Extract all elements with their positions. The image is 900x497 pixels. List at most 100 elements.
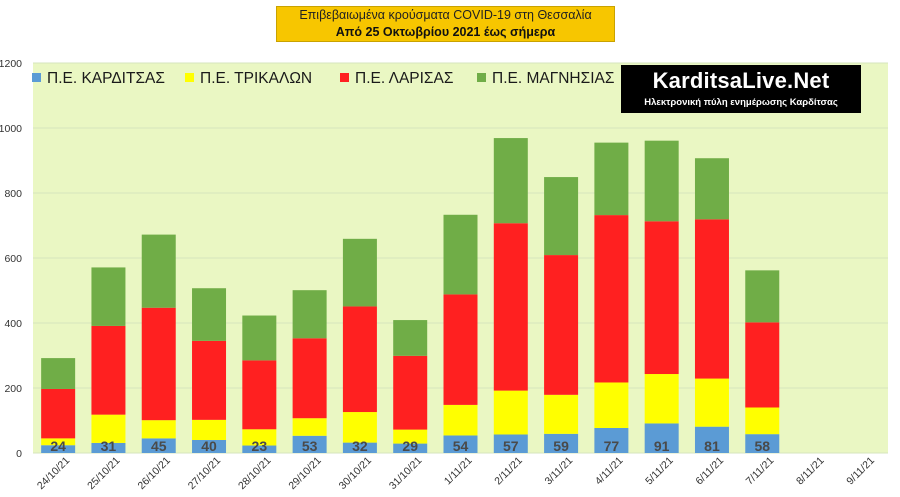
- data-label: 23: [252, 438, 268, 454]
- bar-segment: [694, 158, 729, 220]
- bar-segment: [192, 419, 227, 440]
- bar-segment: [644, 221, 679, 375]
- x-tick-label: 2/11/21: [492, 455, 525, 488]
- bar-segment: [393, 320, 428, 356]
- bar-segment: [443, 294, 478, 405]
- legend-label: Π.Ε. ΜΑΓΝΗΣΙΑΣ: [492, 70, 615, 87]
- data-labels: 24 31 45 40 23 53 32 29 54 57 59 77 91 81 58: [50, 438, 770, 454]
- data-label: 81: [704, 438, 720, 454]
- bar-segment: [443, 435, 478, 453]
- y-tick-label: 200: [4, 383, 22, 395]
- legend-swatch-icon: [32, 73, 41, 82]
- bar-segment: [41, 438, 76, 446]
- bar-segment: [694, 426, 729, 453]
- data-label: 24: [50, 438, 66, 454]
- logo-text: KarditsaLive.Net: [652, 68, 830, 93]
- data-label: 45: [151, 438, 167, 454]
- x-tick-label: 28/10/21: [236, 455, 273, 492]
- bar-segment: [192, 340, 227, 420]
- bar-segment: [393, 443, 428, 453]
- chart-subtitle: Από 25 Οκτωβρίου 2021 έως σήμερα: [335, 25, 556, 39]
- bar-segment: [292, 290, 327, 339]
- bar-segment: [745, 322, 780, 408]
- bar-segment: [493, 138, 528, 224]
- x-tick-label: 5/11/21: [643, 455, 676, 488]
- x-tick-label: 7/11/21: [744, 455, 777, 488]
- legend-item-magnisia: Π.Ε. ΜΑΓΝΗΣΙΑΣ: [477, 70, 614, 88]
- legend-label: Π.Ε. ΚΑΡΔΙΤΣΑΣ: [47, 70, 165, 87]
- x-tick-label: 1/11/21: [442, 455, 475, 488]
- x-tick-label: 9/11/21: [844, 455, 877, 488]
- bar-segment: [694, 378, 729, 427]
- bar-segment: [393, 355, 428, 430]
- x-tick-label: 8/11/21: [794, 455, 827, 488]
- x-tick-label: 30/10/21: [337, 455, 374, 492]
- bar-segment: [393, 429, 428, 444]
- chart-title: Επιβεβαιωμένα κρούσματα COVID-19 στη Θεσ…: [299, 8, 592, 22]
- bar-segment: [493, 434, 528, 453]
- bar-segment: [192, 288, 227, 341]
- legend-swatch-icon: [477, 73, 486, 82]
- bar-segment: [292, 338, 327, 419]
- bar-segment: [41, 358, 76, 389]
- data-label: 91: [654, 438, 670, 454]
- x-tick-label: 31/10/21: [387, 455, 424, 492]
- bar-segment: [594, 382, 629, 428]
- data-label: 53: [302, 438, 318, 454]
- x-tick-label: 4/11/21: [593, 455, 626, 488]
- bar-segment: [745, 270, 780, 323]
- x-tick-label: 27/10/21: [186, 455, 223, 492]
- bar-segment: [242, 429, 277, 446]
- bar-segment: [544, 255, 579, 395]
- x-tick-label: 26/10/21: [135, 455, 172, 492]
- bar-segment: [41, 445, 76, 453]
- bar-segment: [493, 390, 528, 435]
- data-label: 54: [453, 438, 469, 454]
- bar-segment: [493, 223, 528, 391]
- bar-segment: [443, 404, 478, 436]
- bar-segment: [594, 215, 629, 383]
- bar-segment: [91, 267, 126, 326]
- bar-segment: [342, 442, 377, 453]
- bar-segment: [594, 427, 629, 453]
- y-tick-label: 0: [16, 448, 22, 460]
- bar-segment: [91, 442, 126, 453]
- bar-segment: [141, 438, 176, 453]
- data-label: 29: [402, 438, 418, 454]
- bar-segment: [342, 306, 377, 413]
- y-tick-label: 600: [4, 253, 22, 265]
- bar-segment: [544, 394, 579, 434]
- legend-item-larisa: Π.Ε. ΛΑΡΙΣΑΣ: [340, 70, 453, 88]
- y-axis-ticks: 0 200 400 600 800 1000 1200: [0, 58, 22, 460]
- y-tick-label: 1000: [0, 123, 22, 135]
- data-label: 32: [352, 438, 368, 454]
- bar-segment: [41, 388, 76, 439]
- data-label: 77: [604, 438, 620, 454]
- bar-segment: [292, 418, 327, 436]
- bar-segment: [292, 435, 327, 453]
- bar-segment: [644, 423, 679, 453]
- bar-segment: [141, 307, 176, 421]
- x-tick-label: 3/11/21: [542, 455, 575, 488]
- bar-segment: [342, 412, 377, 443]
- bar-segment: [745, 407, 780, 435]
- bar-segment: [242, 315, 277, 361]
- bar-segment: [192, 440, 227, 453]
- bar-segment: [242, 445, 277, 453]
- y-tick-label: 1200: [0, 58, 22, 70]
- bar-segment: [544, 433, 579, 453]
- logo-subtitle: Ηλεκτρονική πύλη ενημέρωσης Καρδίτσας: [644, 97, 838, 108]
- data-label: 59: [553, 438, 569, 454]
- x-tick-label: 24/10/21: [35, 455, 72, 492]
- x-tick-label: 29/10/21: [286, 455, 323, 492]
- legend-item-trikala: Π.Ε. ΤΡΙΚΑΛΩΝ: [185, 70, 312, 88]
- karditsalive-logo: KarditsaLive.Net Ηλεκτρονική πύλη ενημέρ…: [621, 65, 861, 113]
- chart-title-box: Επιβεβαιωμένα κρούσματα COVID-19 στη Θεσ…: [276, 6, 615, 42]
- bar-segment: [141, 234, 176, 308]
- bar-segment: [694, 219, 729, 379]
- bar-segment: [141, 420, 176, 439]
- bar-segment: [242, 360, 277, 430]
- legend-label: Π.Ε. ΛΑΡΙΣΑΣ: [355, 70, 454, 87]
- bar-segment: [644, 140, 679, 222]
